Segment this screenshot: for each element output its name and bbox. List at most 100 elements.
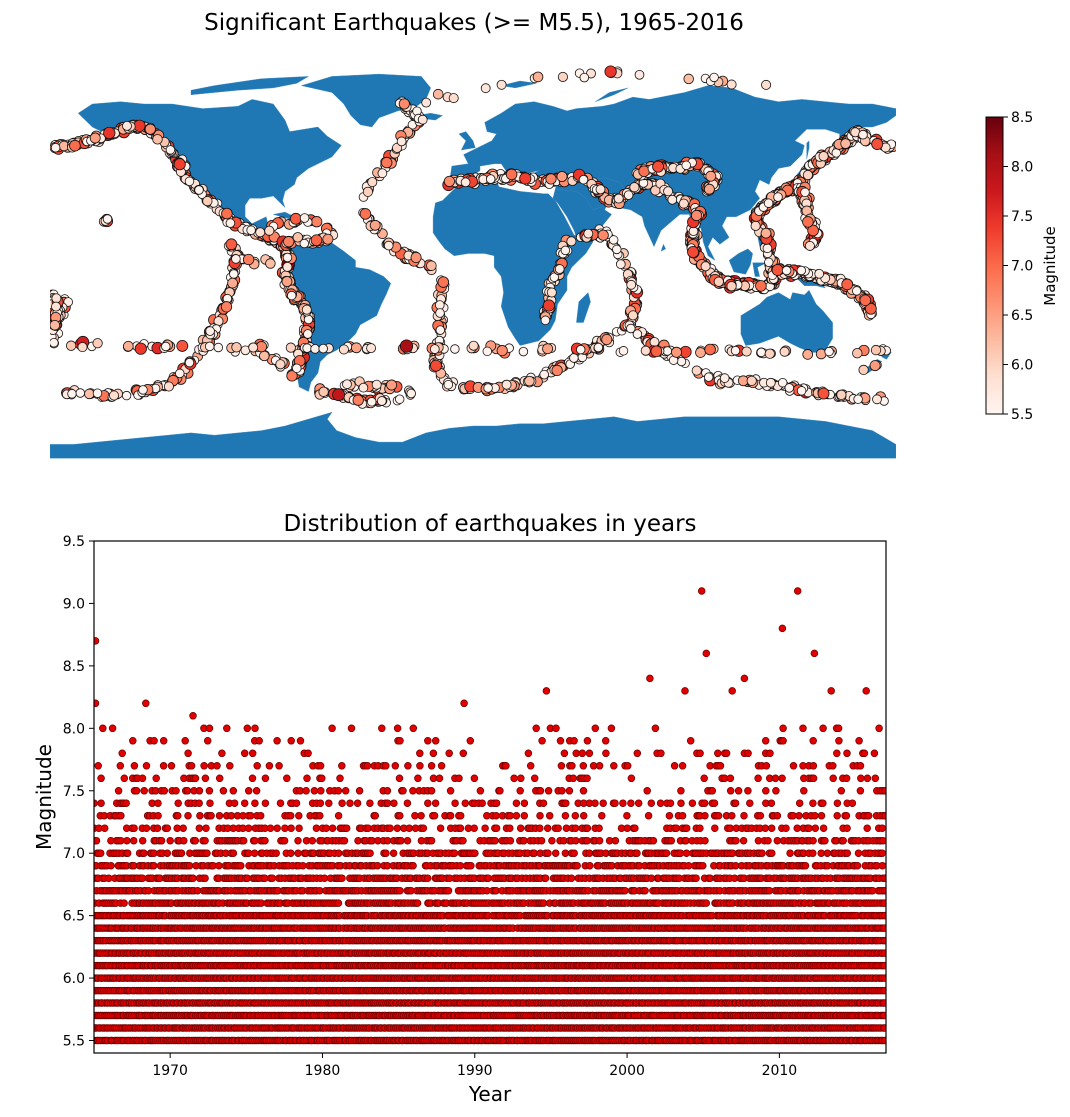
quake-marker xyxy=(626,323,636,334)
quake-marker xyxy=(435,300,445,310)
quake-marker xyxy=(802,349,814,360)
quake-marker xyxy=(763,198,774,208)
quake-marker xyxy=(824,346,834,357)
quake-marker xyxy=(704,343,716,356)
quake-marker xyxy=(134,342,147,355)
quake-marker xyxy=(802,216,814,228)
quake-marker xyxy=(468,340,479,351)
quake-marker xyxy=(246,225,256,235)
quake-marker xyxy=(265,258,276,269)
quake-marker xyxy=(546,287,557,298)
quake-marker xyxy=(869,360,881,372)
quake-marker xyxy=(496,79,507,90)
quake-marker xyxy=(194,185,204,195)
quake-marker xyxy=(817,387,830,400)
quake-marker xyxy=(50,142,61,153)
quake-marker xyxy=(359,208,372,220)
quake-marker xyxy=(410,251,422,264)
quake-marker xyxy=(762,243,773,254)
colorbar-label: Magnitude xyxy=(1041,226,1059,305)
colorbar-tick-label: 8.0 xyxy=(1011,160,1033,176)
quake-marker xyxy=(760,227,772,239)
quake-marker xyxy=(396,136,407,147)
quake-marker xyxy=(865,302,877,315)
quake-marker xyxy=(448,93,459,104)
quake-marker xyxy=(50,337,59,348)
land-canada-islands xyxy=(190,76,309,96)
quake-marker xyxy=(248,342,259,353)
quake-marker xyxy=(122,340,134,352)
quake-marker xyxy=(539,369,549,380)
quake-marker xyxy=(138,385,148,395)
quake-marker xyxy=(650,345,663,358)
quake-marker xyxy=(437,276,450,288)
quake-marker xyxy=(377,168,388,179)
quake-marker xyxy=(540,315,551,326)
quake-marker xyxy=(443,379,454,390)
quake-marker xyxy=(840,138,851,149)
quake-marker xyxy=(814,268,825,279)
quake-marker xyxy=(281,276,293,287)
quake-marker xyxy=(629,182,640,193)
scatter-point xyxy=(880,974,886,982)
quake-marker xyxy=(358,382,369,393)
quake-marker xyxy=(362,186,373,197)
quake-marker xyxy=(220,301,233,313)
quake-marker xyxy=(634,69,645,80)
quake-marker xyxy=(285,342,296,353)
quake-marker xyxy=(800,187,810,198)
colorbar-tick-label: 8.5 xyxy=(1011,110,1033,126)
quake-marker xyxy=(831,148,842,158)
quake-marker xyxy=(332,388,346,402)
quake-marker xyxy=(426,260,437,271)
colorbar-tick-label: 5.5 xyxy=(1011,407,1033,423)
quake-marker xyxy=(713,276,724,287)
land-great-britain xyxy=(458,131,476,151)
quake-marker xyxy=(667,194,678,205)
quake-marker xyxy=(663,186,674,197)
quake-marker xyxy=(505,168,518,181)
quake-marker xyxy=(485,174,496,184)
scatter-point xyxy=(880,1036,886,1045)
quake-marker xyxy=(858,364,869,375)
quake-marker xyxy=(225,238,238,251)
quake-marker xyxy=(109,390,119,401)
land-borneo xyxy=(728,248,753,275)
quake-marker xyxy=(623,190,634,200)
quake-marker xyxy=(432,88,444,100)
quake-marker xyxy=(282,261,293,272)
quake-marker xyxy=(395,394,405,404)
quake-marker xyxy=(519,172,532,185)
quake-marker xyxy=(755,280,767,292)
quake-marker xyxy=(367,177,378,188)
quake-marker xyxy=(576,344,586,355)
quake-marker xyxy=(583,228,594,239)
quake-marker xyxy=(804,240,815,251)
quake-marker xyxy=(764,348,775,359)
quake-marker xyxy=(283,236,295,248)
quake-marker xyxy=(69,139,81,152)
quake-marker xyxy=(311,216,323,228)
quake-marker xyxy=(496,345,508,357)
quake-marker xyxy=(231,342,242,353)
quake-marker xyxy=(381,156,393,169)
quake-marker xyxy=(371,379,382,390)
quake-marker xyxy=(858,129,868,140)
quake-marker xyxy=(163,381,174,392)
quake-marker xyxy=(719,373,730,383)
quake-marker xyxy=(784,383,795,393)
quake-marker xyxy=(264,225,275,236)
land-madagascar xyxy=(576,292,591,323)
quake-marker xyxy=(351,342,362,354)
quake-marker xyxy=(406,388,416,399)
quake-marker xyxy=(369,219,381,231)
quake-marker xyxy=(796,386,807,396)
quake-marker xyxy=(777,377,788,388)
quake-marker xyxy=(338,344,349,355)
land-antarctica xyxy=(50,411,896,459)
quake-marker xyxy=(807,224,819,237)
quake-marker xyxy=(227,277,238,289)
quake-marker xyxy=(376,396,387,406)
quake-marker xyxy=(518,346,529,357)
quake-marker xyxy=(771,264,784,276)
